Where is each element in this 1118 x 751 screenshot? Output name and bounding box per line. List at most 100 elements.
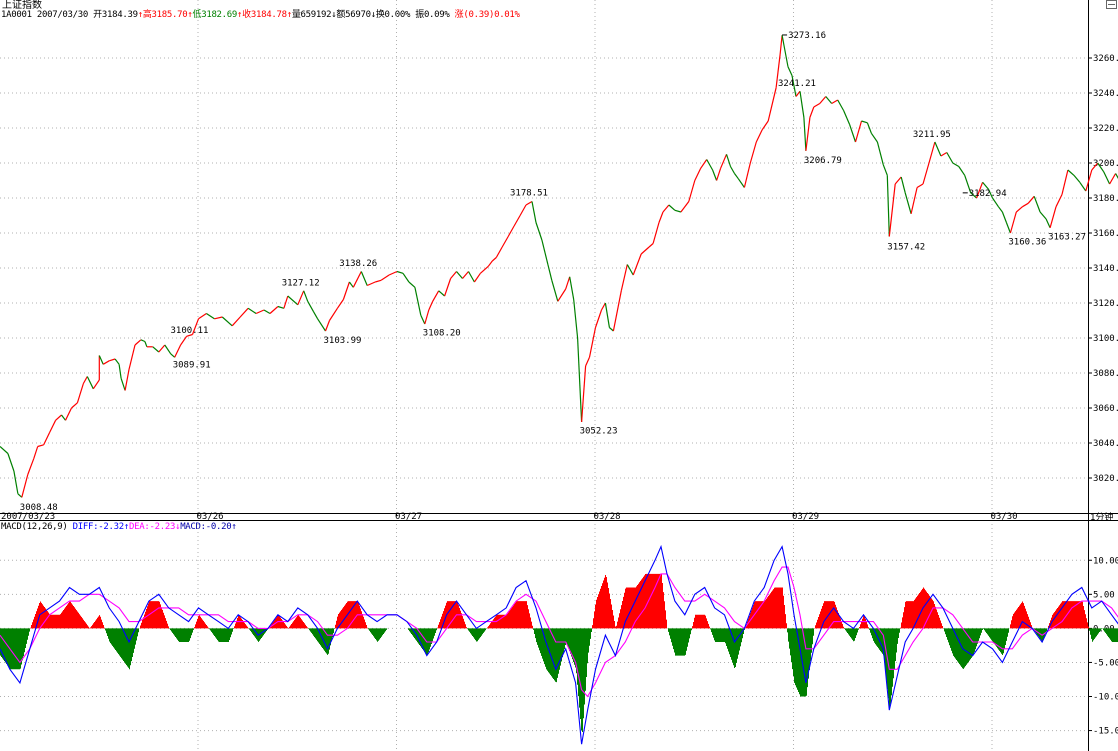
price-segment — [1009, 211, 1017, 234]
price-segment — [958, 166, 966, 176]
price-segment — [1091, 162, 1099, 171]
macd-diff-value: -2.32 — [98, 522, 124, 532]
price-annotation: 3103.99 — [324, 336, 362, 346]
price-segment — [688, 180, 696, 202]
price-segment — [1055, 194, 1063, 208]
price-segment — [1103, 171, 1111, 185]
price-segment — [348, 281, 354, 288]
price-segment — [729, 166, 736, 174]
price-segment — [402, 272, 410, 283]
price-segment — [547, 264, 553, 281]
price-y-tick-label: 3240.0 — [1093, 89, 1118, 99]
price-segment — [1061, 169, 1069, 195]
quote-amount-label: 额 — [336, 10, 346, 20]
price-segment — [720, 154, 728, 169]
quote-open-arrow: ↑ — [137, 10, 143, 20]
price-segment — [456, 271, 463, 279]
macd-y-tick-label: -5.00 — [1093, 658, 1118, 668]
price-segment — [450, 271, 457, 279]
price-segment — [916, 183, 924, 189]
quote-low-value: 3182.69 — [201, 10, 238, 20]
price-segment — [98, 355, 104, 365]
price-annotation: 3008.48 — [20, 503, 58, 513]
price-y-tick-label: 3200.0 — [1093, 159, 1118, 169]
price-segment — [444, 278, 452, 297]
price-segment — [428, 301, 434, 311]
price-segment — [557, 288, 567, 302]
macd-dea-label: DEA: — [128, 522, 150, 532]
interval-label: 1分钟 — [1090, 511, 1113, 523]
price-segment — [743, 162, 751, 188]
price-segment — [982, 181, 989, 190]
price-segment — [480, 265, 489, 274]
price-y-tick-label: 3220.0 — [1093, 124, 1118, 134]
price-segment — [604, 302, 610, 328]
price-segment — [700, 159, 708, 169]
price-segment — [609, 327, 614, 332]
price-segment — [1073, 174, 1081, 183]
price-segment — [124, 369, 130, 391]
macd-value: -0.20 — [205, 522, 232, 532]
x-day-label: 03/28 — [594, 512, 621, 522]
price-segment — [781, 35, 789, 67]
price-segment — [565, 276, 571, 290]
price-segment — [33, 446, 39, 459]
price-segment — [513, 215, 521, 227]
quote-low-arrow: ↑ — [237, 10, 243, 20]
price-segment — [964, 175, 972, 193]
price-segment — [1021, 202, 1029, 208]
price-y-tick-label: 3140.0 — [1093, 264, 1118, 274]
price-segment — [531, 201, 537, 223]
price-segment — [577, 337, 581, 381]
price-annotation: 3182.94 — [969, 189, 1007, 199]
price-segment — [118, 364, 122, 379]
price-segment — [1079, 181, 1087, 192]
price-segment — [360, 271, 368, 286]
price-segment — [37, 444, 44, 448]
price-segment — [922, 162, 930, 185]
price-annotation: 3211.95 — [913, 130, 951, 140]
macd-legend: MACD(12,26,9) DIFF:-2.32↑DEA:-2.23↓MACD:… — [1, 522, 237, 533]
minimize-window-icon[interactable] — [1106, 0, 1117, 9]
price-segment — [342, 281, 350, 300]
x-day-label: 03/30 — [991, 512, 1018, 522]
price-segment — [888, 183, 896, 237]
price-segment — [206, 312, 215, 320]
price-segment — [231, 316, 241, 327]
quote-amount-arrow: ↓ — [370, 10, 376, 20]
price-segment — [519, 204, 527, 216]
macd-y-tick-label: 10.00 — [1093, 556, 1118, 566]
price-segment — [716, 168, 722, 181]
price-segment — [214, 316, 223, 320]
price-segment — [109, 358, 116, 362]
price-segment — [934, 141, 942, 157]
price-segment — [854, 120, 863, 143]
price-segment — [737, 178, 745, 188]
macd-diff-label: DIFF: — [72, 522, 99, 532]
price-segment — [495, 246, 503, 258]
price-segment — [1033, 196, 1041, 213]
price-segment — [900, 176, 906, 193]
price-segment — [64, 407, 73, 421]
macd-y-tick-label: -15.00 — [1093, 727, 1118, 737]
price-segment — [795, 90, 801, 97]
price-y-tick-label: 3040.0 — [1093, 439, 1118, 449]
price-segment — [324, 320, 331, 332]
x-day-label: 03/27 — [395, 512, 422, 522]
price-segment — [761, 120, 769, 131]
price-segment — [600, 302, 606, 311]
price-segment — [114, 358, 120, 365]
price-segment — [694, 168, 702, 181]
price-segment — [668, 204, 676, 211]
price-annotation: 3163.27 — [1048, 232, 1086, 242]
price-segment — [620, 264, 628, 291]
price-segment — [779, 35, 783, 55]
macd-value-arrow: ↑ — [231, 522, 237, 532]
price-segment — [408, 281, 416, 288]
price-segment — [1039, 211, 1047, 220]
price-segment — [674, 209, 682, 213]
price-segment — [585, 357, 591, 367]
price-segment — [221, 316, 233, 327]
